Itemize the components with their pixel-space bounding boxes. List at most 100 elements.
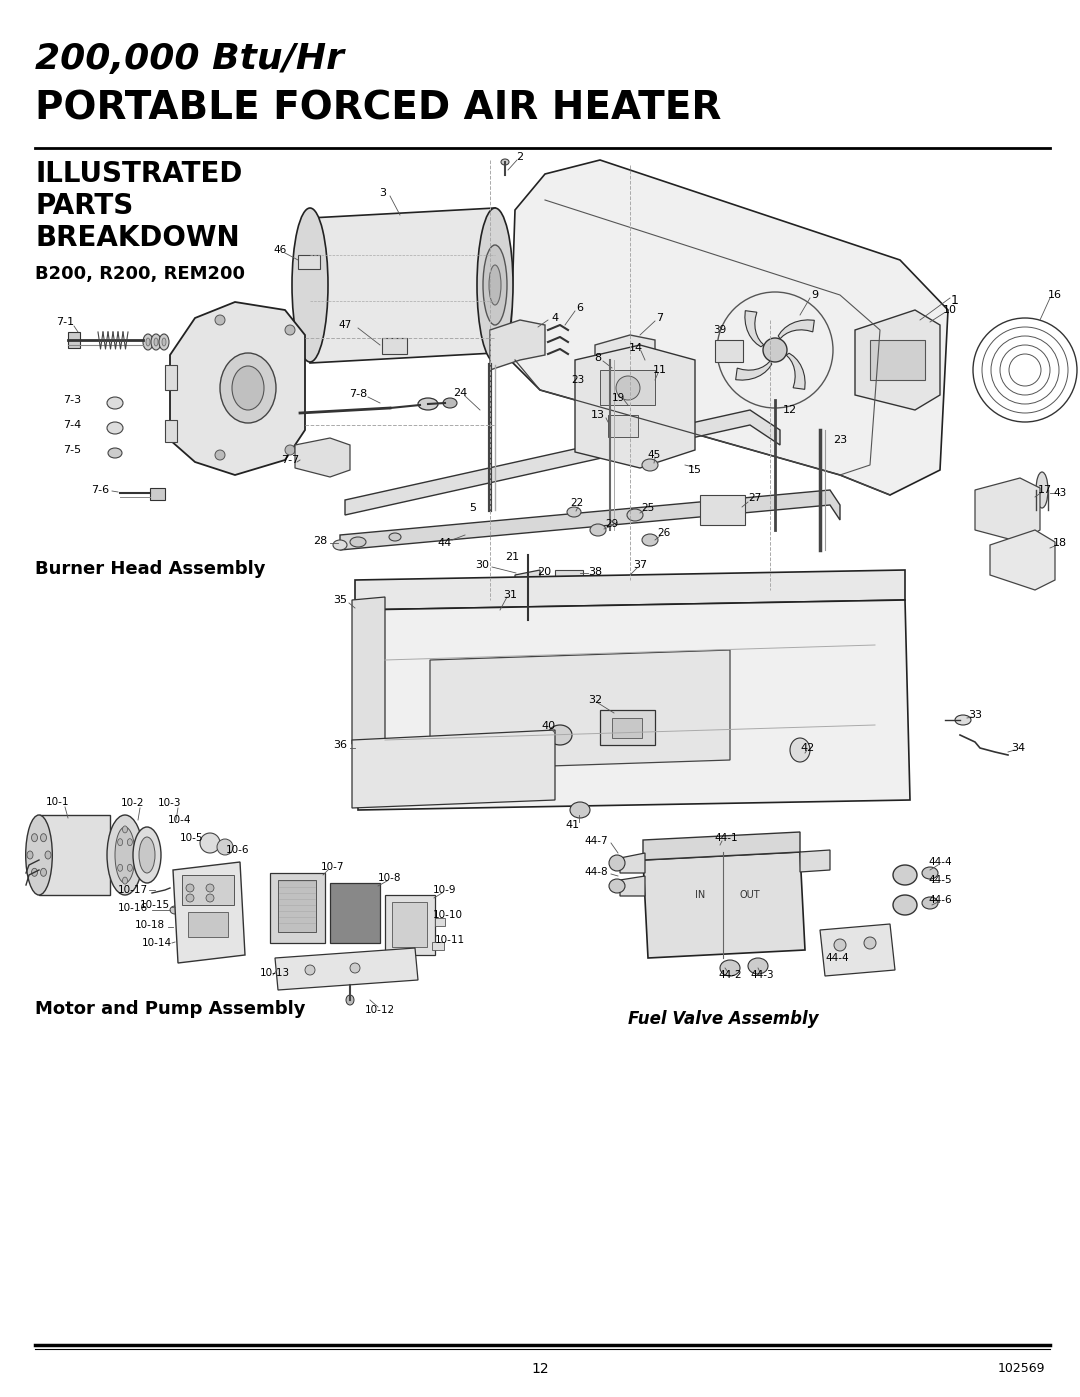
Text: 37: 37	[633, 560, 647, 570]
Text: 7-1: 7-1	[56, 317, 75, 327]
Ellipse shape	[489, 265, 501, 305]
Bar	[183, 875, 234, 905]
Polygon shape	[975, 478, 1040, 542]
Ellipse shape	[118, 865, 123, 872]
Ellipse shape	[346, 995, 354, 1004]
Ellipse shape	[955, 715, 971, 725]
Ellipse shape	[477, 208, 513, 362]
Text: 44-2: 44-2	[718, 970, 742, 981]
Text: BREAKDOWN: BREAKDOWN	[35, 224, 240, 251]
Text: 26: 26	[658, 528, 671, 538]
Text: 44-8: 44-8	[584, 868, 608, 877]
Text: 44: 44	[437, 538, 453, 548]
Text: 10-14: 10-14	[141, 937, 172, 949]
Text: 11: 11	[653, 365, 667, 374]
Text: 46: 46	[273, 244, 286, 256]
Text: 15: 15	[688, 465, 702, 475]
Ellipse shape	[114, 827, 135, 883]
Text: 22: 22	[570, 497, 583, 509]
Ellipse shape	[26, 814, 52, 895]
Polygon shape	[275, 949, 418, 990]
Text: 34: 34	[1011, 743, 1025, 753]
Text: 40: 40	[541, 721, 555, 731]
Ellipse shape	[127, 838, 133, 845]
Ellipse shape	[170, 907, 180, 914]
Text: 7-3: 7-3	[63, 395, 81, 405]
Ellipse shape	[789, 738, 810, 761]
Ellipse shape	[642, 460, 658, 471]
Text: 10-11: 10-11	[435, 935, 465, 944]
Ellipse shape	[285, 446, 295, 455]
Polygon shape	[490, 320, 545, 370]
Ellipse shape	[41, 869, 46, 876]
Text: 43: 43	[1053, 488, 1067, 497]
Ellipse shape	[893, 865, 917, 886]
Text: 19: 19	[611, 393, 624, 402]
Text: 45: 45	[647, 450, 661, 460]
Ellipse shape	[720, 960, 740, 977]
Polygon shape	[430, 650, 730, 770]
Polygon shape	[990, 529, 1055, 590]
Polygon shape	[643, 833, 800, 861]
Text: 25: 25	[642, 503, 654, 513]
Text: 32: 32	[588, 694, 602, 705]
Text: 7-8: 7-8	[349, 388, 367, 400]
Polygon shape	[820, 923, 895, 977]
Text: 16: 16	[1048, 291, 1062, 300]
Text: 10-10: 10-10	[433, 909, 463, 921]
Ellipse shape	[389, 534, 401, 541]
Text: 41: 41	[566, 820, 580, 830]
Polygon shape	[779, 320, 814, 338]
Ellipse shape	[146, 338, 150, 346]
Polygon shape	[355, 570, 905, 610]
Text: 7-4: 7-4	[63, 420, 81, 430]
Polygon shape	[620, 876, 645, 895]
Ellipse shape	[922, 897, 939, 909]
Ellipse shape	[762, 338, 787, 362]
Text: OUT: OUT	[740, 890, 760, 900]
Text: 200,000 Btu/Hr: 200,000 Btu/Hr	[35, 42, 345, 75]
Polygon shape	[340, 490, 840, 550]
Bar	[608, 415, 638, 437]
Ellipse shape	[162, 338, 166, 346]
Bar	[432, 942, 444, 950]
Text: 4: 4	[552, 313, 558, 323]
Text: 10-7: 10-7	[321, 862, 345, 872]
Ellipse shape	[548, 725, 572, 745]
Bar	[382, 338, 407, 353]
Text: 10-13: 10-13	[260, 968, 291, 978]
Text: 10-9: 10-9	[433, 886, 457, 895]
Text: 20: 20	[537, 567, 551, 577]
Text: 47: 47	[338, 320, 352, 330]
Ellipse shape	[483, 244, 507, 326]
Text: 44-6: 44-6	[928, 895, 951, 905]
Ellipse shape	[122, 877, 127, 884]
Bar	[600, 710, 654, 745]
Ellipse shape	[501, 159, 509, 165]
Ellipse shape	[616, 376, 640, 400]
Text: 5: 5	[470, 503, 476, 513]
Text: PARTS: PARTS	[35, 191, 133, 219]
Polygon shape	[39, 814, 110, 895]
Ellipse shape	[215, 314, 225, 326]
Ellipse shape	[159, 334, 168, 351]
Text: 18: 18	[1053, 538, 1067, 548]
Text: 10-5: 10-5	[180, 833, 204, 842]
Text: 33: 33	[968, 710, 982, 719]
Ellipse shape	[350, 963, 360, 972]
Text: 10-15: 10-15	[140, 900, 170, 909]
Bar	[298, 256, 320, 270]
Polygon shape	[800, 849, 831, 872]
Ellipse shape	[139, 837, 156, 873]
Ellipse shape	[206, 884, 214, 893]
Text: 7-5: 7-5	[63, 446, 81, 455]
Bar	[384, 895, 435, 956]
Bar	[715, 339, 743, 362]
Ellipse shape	[133, 827, 161, 883]
Ellipse shape	[127, 865, 133, 872]
Text: 28: 28	[313, 536, 327, 546]
Text: 39: 39	[714, 326, 727, 335]
Polygon shape	[643, 852, 805, 958]
Polygon shape	[620, 854, 645, 873]
Text: 44-1: 44-1	[714, 833, 738, 842]
